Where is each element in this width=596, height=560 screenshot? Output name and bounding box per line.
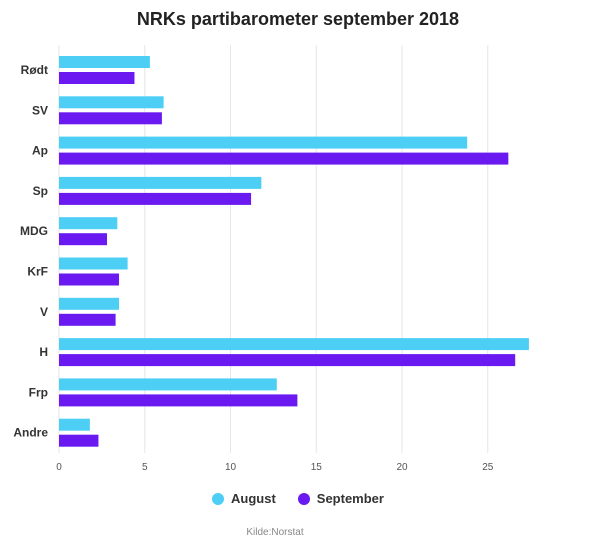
category-label: Ap	[32, 144, 48, 158]
bar-august-8[interactable]	[59, 378, 277, 391]
bar-august-9[interactable]	[59, 418, 90, 431]
bar-september-1[interactable]	[59, 112, 162, 125]
legend-item-september[interactable]: September	[297, 491, 384, 506]
bar-september-4[interactable]	[59, 233, 108, 246]
legend: August September	[0, 491, 596, 506]
bar-chart: 0 5 10 15 20 25 Rødt SV Ap Sp MDG KrF V H Frp Andre	[13, 45, 529, 473]
bar-september-3[interactable]	[59, 192, 252, 205]
bar-august-5[interactable]	[59, 257, 128, 270]
category-label: MDG	[20, 224, 48, 238]
x-tick-label: 15	[311, 462, 323, 473]
category-label: Andre	[13, 426, 48, 440]
x-tick-label: 10	[225, 462, 237, 473]
bar-september-2[interactable]	[59, 152, 509, 165]
x-tick-label: 25	[482, 462, 494, 473]
bar-layer	[59, 56, 529, 447]
bar-september-5[interactable]	[59, 273, 120, 286]
legend-marker-august	[212, 492, 224, 505]
legend-label-august: August	[231, 491, 276, 506]
bar-august-6[interactable]	[59, 297, 120, 310]
x-tick-label: 20	[396, 462, 408, 473]
chart-title: NRKs partibarometer september 2018	[136, 9, 460, 29]
bar-august-2[interactable]	[59, 136, 468, 149]
category-label: Sp	[33, 184, 48, 198]
bar-august-0[interactable]	[59, 56, 150, 68]
legend-item-august[interactable]: August	[212, 491, 276, 506]
x-tick-label: 5	[142, 462, 148, 473]
category-label: SV	[32, 103, 48, 117]
bar-september-8[interactable]	[59, 394, 298, 407]
bar-august-1[interactable]	[59, 96, 164, 109]
label-layer: 0 5 10 15 20 25 Rødt SV Ap Sp MDG KrF V H Frp Andre	[13, 63, 493, 473]
bar-august-7[interactable]	[59, 338, 529, 351]
legend-marker-september	[297, 492, 310, 505]
bar-september-9[interactable]	[59, 434, 99, 447]
bar-september-6[interactable]	[59, 313, 116, 326]
category-label: Frp	[29, 385, 48, 399]
bar-september-7[interactable]	[59, 354, 516, 367]
bar-august-4[interactable]	[59, 217, 118, 230]
category-label: Rødt	[21, 63, 48, 77]
x-tick-label: 0	[56, 462, 62, 473]
category-label: V	[40, 305, 48, 319]
bar-august-3[interactable]	[59, 176, 262, 189]
bar-september-0[interactable]	[59, 72, 135, 84]
category-label: KrF	[27, 265, 48, 279]
legend-label-september: September	[316, 491, 384, 506]
source-credit: Kilde:Norstat	[246, 527, 304, 538]
category-label: H	[39, 345, 48, 359]
